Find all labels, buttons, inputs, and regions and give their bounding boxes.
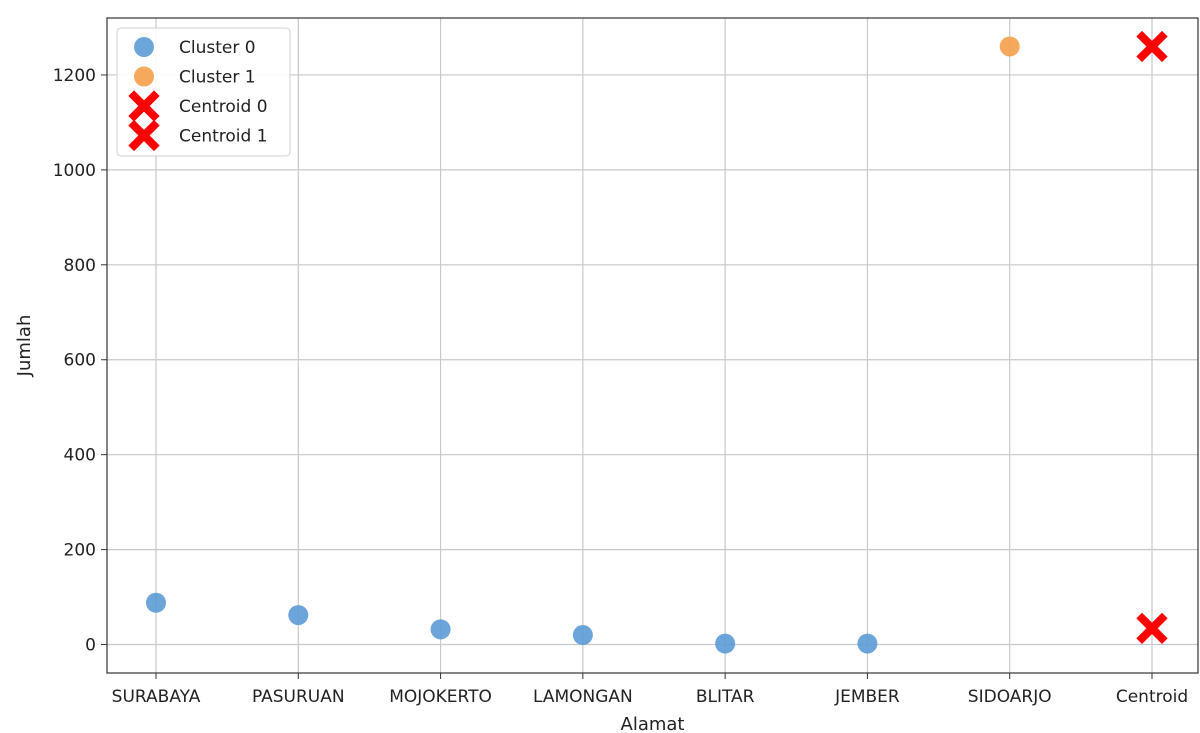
scatter-point [146,592,166,613]
x-tick-label: SURABAYA [112,687,201,707]
x-tick-label: BLITAR [696,687,755,707]
y-tick-label: 0 [85,636,96,656]
legend-label: Cluster 0 [179,38,256,58]
legend-marker [134,66,154,87]
x-tick-label: MOJOKERTO [389,687,492,707]
legend-label: Centroid 1 [179,127,268,147]
legend-label: Centroid 0 [179,97,268,117]
y-axis-label: Jumlah [14,315,35,378]
scatter-point [572,625,593,646]
grid [107,18,1198,673]
x-tick-label: PASURUAN [252,687,345,707]
y-tick-label: 1200 [53,66,96,86]
legend-marker [134,37,154,57]
legend-marker [128,90,160,122]
x-tick-label: LAMONGAN [533,687,633,707]
y-tick-label: 1000 [53,161,96,181]
data-points [146,30,1168,654]
x-tick-label: Centroid [1116,687,1188,707]
y-tick-label: 200 [64,541,96,561]
legend-entry: Cluster 0 [134,37,256,58]
scatter-point [857,633,878,654]
legend-label: Cluster 1 [179,68,256,88]
plot-frame [106,17,1199,674]
y-tick-label: 800 [64,256,96,276]
centroid-marker [1136,30,1168,63]
legend-entry: Centroid 0 [128,90,268,122]
y-tick-label: 400 [64,446,96,466]
centroid-marker [1136,612,1168,645]
legend-entry: Centroid 1 [128,119,268,152]
x-axis-label: Alamat [621,714,685,733]
scatter-point [999,36,1020,57]
legend-entry: Cluster 1 [134,66,256,88]
y-axis-ticks: 0 200 400 600 800 1000 1200 [53,66,107,656]
scatter-point [430,619,451,640]
x-tick-label: SIDOARJO [968,687,1052,707]
x-tick-label: JEMBER [834,687,900,707]
scatter-point [288,605,309,626]
y-tick-label: 600 [64,351,96,371]
scatter-point [715,633,736,654]
legend-marker [128,119,160,152]
legend-box [116,27,291,157]
x-axis-ticks: SURABAYA PASURUAN MOJOKERTO LAMONGAN BLITAR J… [112,673,1188,707]
legend: Cluster 0 Cluster 1 Centroid 0 Centroid 1 [116,27,291,157]
